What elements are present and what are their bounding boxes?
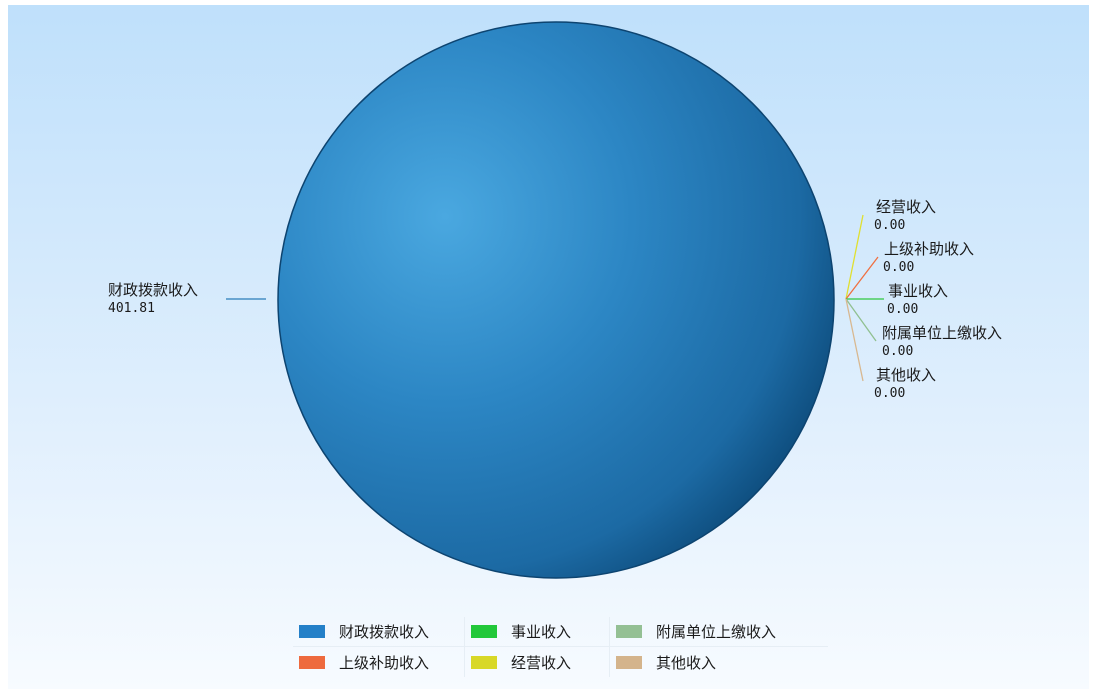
slice-label-其他收入: 其他收入 [876, 366, 936, 384]
legend-label: 事业收入 [511, 623, 572, 641]
legend-item-财政拨款收入[interactable]: 财政拨款收入 [293, 617, 465, 647]
legend-swatch [616, 625, 642, 638]
legend-label: 附属单位上缴收入 [656, 623, 777, 641]
pie-slice-财政拨款收入[interactable] [277, 21, 835, 579]
slice-value-其他收入: 0.00 [874, 386, 905, 401]
legend-item-经营收入[interactable]: 经营收入 [465, 647, 610, 677]
legend: 财政拨款收入 事业收入 附属单位上缴收入上级补助收入 经营收入 其他收入 [293, 617, 828, 677]
slice-label-事业收入: 事业收入 [888, 282, 948, 300]
slice-label-上级补助收入: 上级补助收入 [884, 240, 974, 258]
leader-line-其他收入 [845, 298, 864, 382]
legend-label: 经营收入 [511, 653, 572, 672]
slice-value-上级补助收入: 0.00 [883, 260, 914, 275]
chart-area: 财政拨款收入 401.81 经营收入 0.00 上级补助收入 0.00 事业收入 0.00 附属… [8, 5, 1089, 689]
legend-swatch [299, 625, 325, 638]
legend-item-附属单位上缴收入[interactable]: 附属单位上缴收入 [610, 617, 828, 647]
slice-label-附属单位上缴收入: 附属单位上缴收入 [882, 324, 1002, 342]
slice-value-财政拨款收入: 401.81 [108, 301, 155, 316]
slice-value-事业收入: 0.00 [887, 302, 918, 317]
legend-item-其他收入[interactable]: 其他收入 [610, 647, 828, 677]
slice-label-财政拨款收入: 财政拨款收入 [108, 281, 198, 299]
legend-item-事业收入[interactable]: 事业收入 [465, 617, 610, 647]
legend-swatch [299, 655, 325, 669]
slice-label-经营收入: 经营收入 [876, 198, 936, 216]
pie-chart: 财政拨款收入 401.81 经营收入 0.00 上级补助收入 0.00 事业收入 0.00 附属… [108, 21, 1002, 579]
legend-swatch [471, 625, 497, 638]
legend-label: 其他收入 [656, 653, 717, 672]
slice-value-经营收入: 0.00 [874, 218, 905, 233]
legend-label: 上级补助收入 [339, 653, 430, 672]
leader-line-上级补助收入 [845, 256, 879, 300]
legend-swatch [616, 655, 642, 669]
slice-value-附属单位上缴收入: 0.00 [882, 344, 913, 359]
legend-swatch [471, 655, 497, 669]
leader-line-附属单位上缴收入 [845, 298, 877, 342]
legend-item-上级补助收入[interactable]: 上级补助收入 [293, 647, 465, 677]
legend-label: 财政拨款收入 [339, 623, 430, 641]
leader-line-经营收入 [845, 214, 864, 300]
